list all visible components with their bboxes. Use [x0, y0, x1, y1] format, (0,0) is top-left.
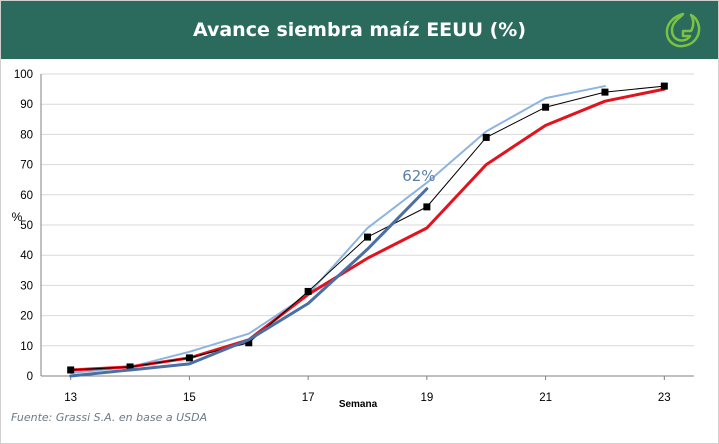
y-tick-label: 90: [20, 99, 33, 111]
x-tick-label: 13: [64, 392, 77, 404]
grassi-leaf-icon: [665, 12, 701, 48]
series-line-2023: [69, 85, 606, 374]
y-tick-label: 0: [27, 371, 33, 383]
y-tick-label: 20: [20, 311, 33, 323]
series-point-promedio: [601, 88, 609, 96]
series-point-promedio: [542, 103, 550, 111]
source-note: Fuente: Grassi S.A. en base a USDA: [11, 411, 208, 424]
y-tick-label: 40: [20, 250, 33, 262]
x-tick-label: 17: [302, 392, 315, 404]
title-bar: Avance siembra maíz EEUU (%): [1, 1, 718, 59]
series-point-promedio: [660, 82, 668, 90]
x-tick-label: 21: [539, 392, 552, 404]
series-point-promedio: [67, 366, 75, 374]
series-point-promedio: [482, 133, 490, 141]
series-line-2025: [69, 187, 429, 378]
series-point-promedio: [423, 203, 431, 211]
series-point-promedio: [245, 339, 253, 347]
y-axis-label: %: [12, 210, 23, 224]
chart-title: Avance siembra maíz EEUU (%): [192, 19, 527, 41]
annotation-label: 62%: [402, 167, 435, 185]
y-tick-label: 100: [14, 69, 33, 81]
series-line-2024: [69, 87, 666, 372]
y-tick-label: 50: [20, 220, 33, 232]
x-axis-label: Semana: [339, 399, 378, 409]
x-tick-label: 15: [183, 392, 196, 404]
line-chart: 0 10 20 30 40 50 60 70 80 90 100 13 15 17 19 21 23% Seman…: [12, 69, 694, 409]
y-tick-label: 70: [20, 160, 33, 172]
series-point-promedio: [126, 363, 134, 371]
y-tick-label: 10: [20, 341, 33, 353]
y-tick-label: 30: [20, 280, 33, 292]
series-point-promedio: [364, 233, 371, 241]
y-tick-label: 80: [20, 129, 33, 141]
y-tick-label: 60: [20, 190, 33, 202]
series-point-promedio: [304, 287, 312, 295]
x-tick-label: 23: [658, 392, 671, 404]
x-tick-label: 19: [420, 392, 433, 404]
series-point-promedio: [185, 354, 193, 362]
